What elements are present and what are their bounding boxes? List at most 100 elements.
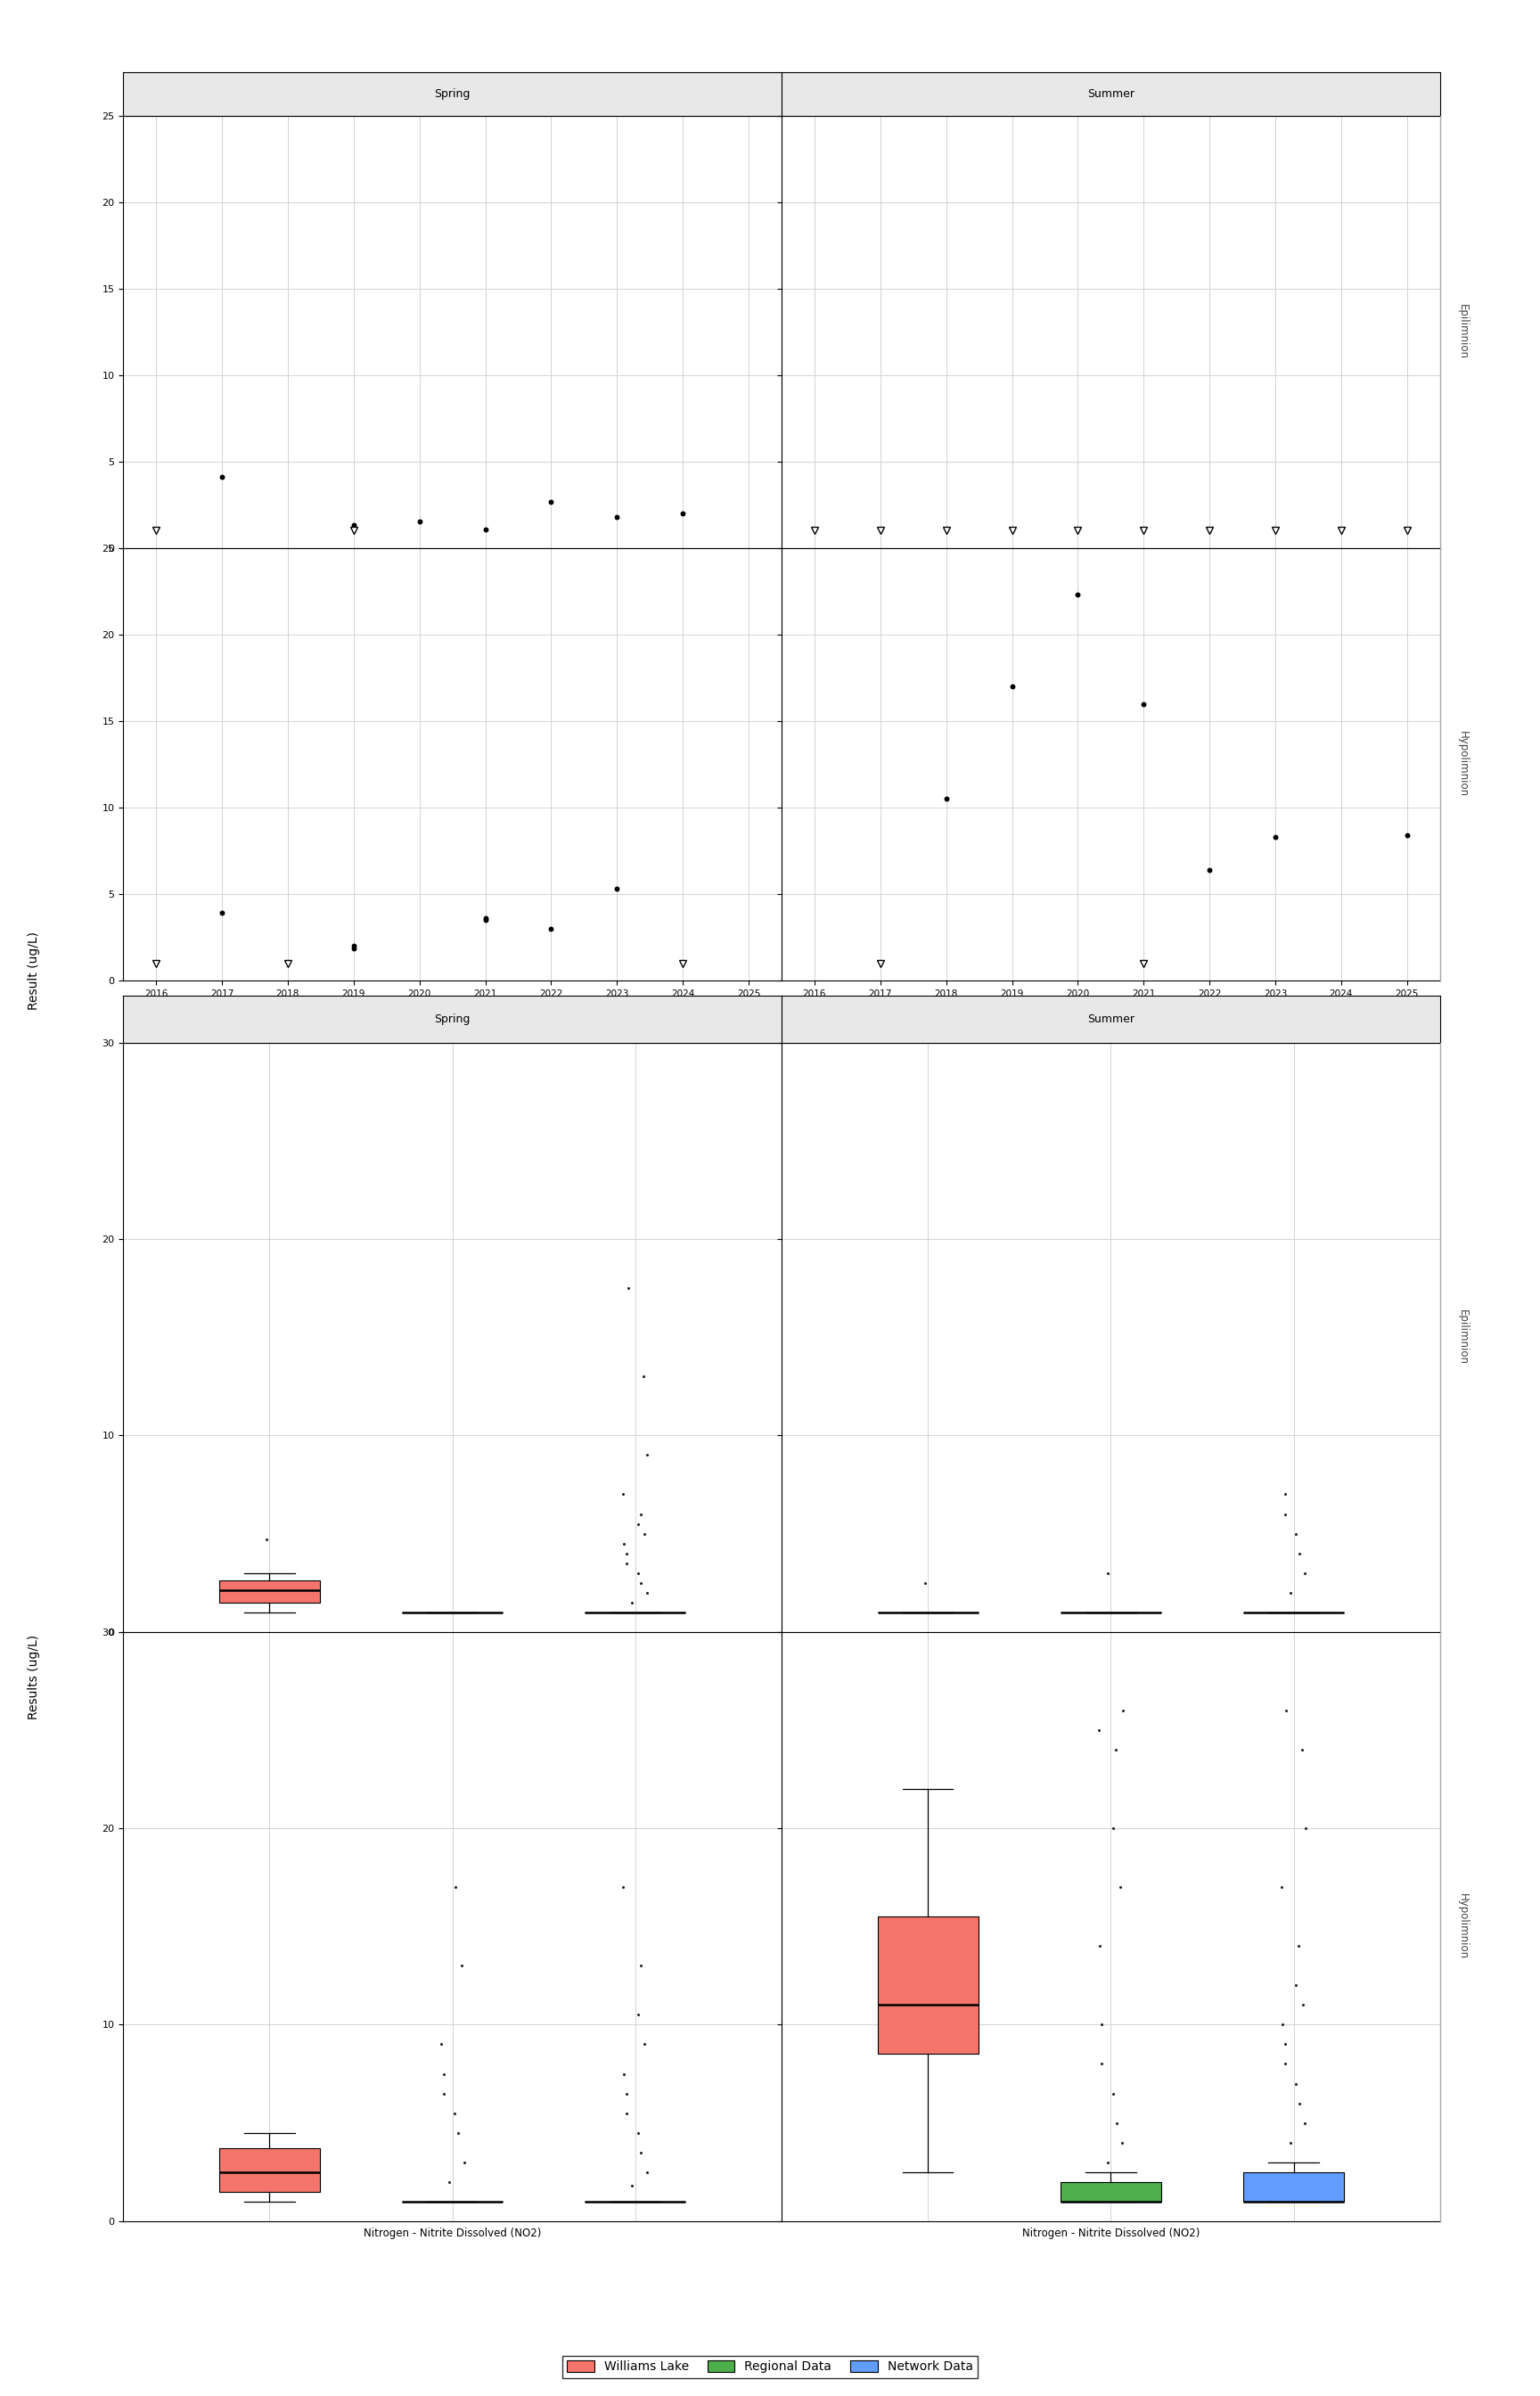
Point — [670, 494, 695, 532]
Point — [605, 498, 630, 537]
Point — [1395, 817, 1420, 855]
Point — [1272, 2044, 1297, 2082]
Point — [1291, 1986, 1315, 2025]
Point — [1269, 1869, 1294, 1907]
Point — [1110, 2123, 1135, 2161]
Point — [1090, 2044, 1115, 2082]
Point — [614, 2094, 639, 2132]
X-axis label: Nitrogen - Nitrite Dissolved (NO2): Nitrogen - Nitrite Dissolved (NO2) — [1023, 2228, 1200, 2238]
Text: Comparison with Network Data: Comparison with Network Data — [123, 1018, 413, 1037]
Point — [611, 1524, 636, 1562]
Point — [437, 2164, 462, 2202]
Point — [407, 503, 431, 541]
Point — [1095, 1553, 1120, 1591]
Point — [473, 901, 497, 939]
Point — [431, 2075, 456, 2113]
Point — [616, 1270, 641, 1308]
Point — [342, 506, 367, 544]
Text: Result (ug/L): Result (ug/L) — [28, 932, 40, 1009]
Point — [614, 1543, 639, 1581]
Y-axis label: Hypolimnion: Hypolimnion — [1457, 1893, 1469, 1960]
Point — [431, 2056, 456, 2094]
Point — [1284, 1514, 1309, 1553]
Point — [1107, 1869, 1132, 1907]
Point — [1101, 2075, 1126, 2113]
Point — [628, 1946, 653, 1984]
Point — [611, 1476, 636, 1514]
Point — [605, 870, 630, 908]
Point — [1284, 2065, 1309, 2104]
Point — [634, 1603, 659, 1641]
Point — [933, 779, 958, 817]
Point — [1104, 1730, 1129, 1768]
Point — [625, 1996, 650, 2034]
Point — [209, 458, 234, 496]
Y-axis label: Epilimnion: Epilimnion — [1457, 304, 1469, 359]
Point — [1286, 1926, 1311, 1965]
Point — [625, 1505, 650, 1543]
Point — [450, 1946, 474, 1984]
Point — [254, 1521, 279, 1560]
Point — [625, 1553, 650, 1591]
Point — [614, 1533, 639, 1572]
Point — [1110, 1692, 1135, 1730]
Y-axis label: Hypolimnion: Hypolimnion — [1457, 731, 1469, 798]
Text: Nitrogen - Nitrite Dissolved (NO2): Nitrogen - Nitrite Dissolved (NO2) — [123, 74, 436, 91]
Point — [1090, 2005, 1115, 2044]
Point — [1284, 1967, 1309, 2005]
Point — [1274, 1692, 1298, 1730]
Point — [473, 898, 497, 937]
Point — [1287, 2085, 1312, 2123]
Text: Results (ug/L): Results (ug/L) — [28, 1634, 40, 1720]
PathPatch shape — [1061, 2183, 1161, 2202]
Point — [1263, 817, 1287, 855]
Point — [539, 484, 564, 522]
Point — [342, 930, 367, 968]
Point — [1066, 575, 1090, 613]
Point — [445, 1603, 470, 1641]
Point — [999, 668, 1024, 707]
Point — [1272, 1476, 1297, 1514]
Point — [442, 1869, 467, 1907]
Point — [1287, 1533, 1312, 1572]
Point — [634, 2154, 659, 2192]
Point — [1291, 1730, 1315, 1768]
Point — [912, 1565, 936, 1603]
Point — [539, 910, 564, 949]
Point — [1278, 2123, 1303, 2161]
Point — [1132, 685, 1157, 724]
Point — [1197, 851, 1221, 889]
Point — [447, 2113, 471, 2152]
PathPatch shape — [1243, 2173, 1344, 2202]
Legend: Williams Lake, Regional Data, Network Data: Williams Lake, Regional Data, Network Da… — [562, 2355, 978, 2377]
Point — [634, 1435, 659, 1474]
Point — [633, 1514, 658, 1553]
Point — [1272, 1495, 1297, 1533]
Point — [631, 1356, 656, 1394]
Point — [1292, 1553, 1317, 1591]
PathPatch shape — [219, 2149, 320, 2192]
Point — [442, 2094, 467, 2132]
Point — [619, 2166, 644, 2204]
Point — [611, 1869, 636, 1907]
Point — [1292, 2104, 1317, 2142]
PathPatch shape — [878, 1917, 978, 2053]
Point — [625, 2113, 650, 2152]
Point — [628, 1495, 653, 1533]
X-axis label: Nitrogen - Nitrite Dissolved (NO2): Nitrogen - Nitrite Dissolved (NO2) — [363, 2228, 541, 2238]
Point — [342, 927, 367, 966]
Point — [1095, 2142, 1120, 2180]
Point — [1294, 1809, 1318, 1847]
Point — [633, 2025, 658, 2063]
Point — [614, 2075, 639, 2113]
Point — [628, 2132, 653, 2171]
Point — [1086, 1711, 1110, 1749]
Point — [451, 2142, 476, 2180]
Point — [428, 2025, 453, 2063]
Point — [1101, 1809, 1126, 1847]
Point — [611, 2056, 636, 2094]
Point — [619, 1584, 644, 1622]
Point — [1272, 2025, 1297, 2063]
Point — [1087, 1926, 1112, 1965]
Y-axis label: Epilimnion: Epilimnion — [1457, 1311, 1469, 1366]
